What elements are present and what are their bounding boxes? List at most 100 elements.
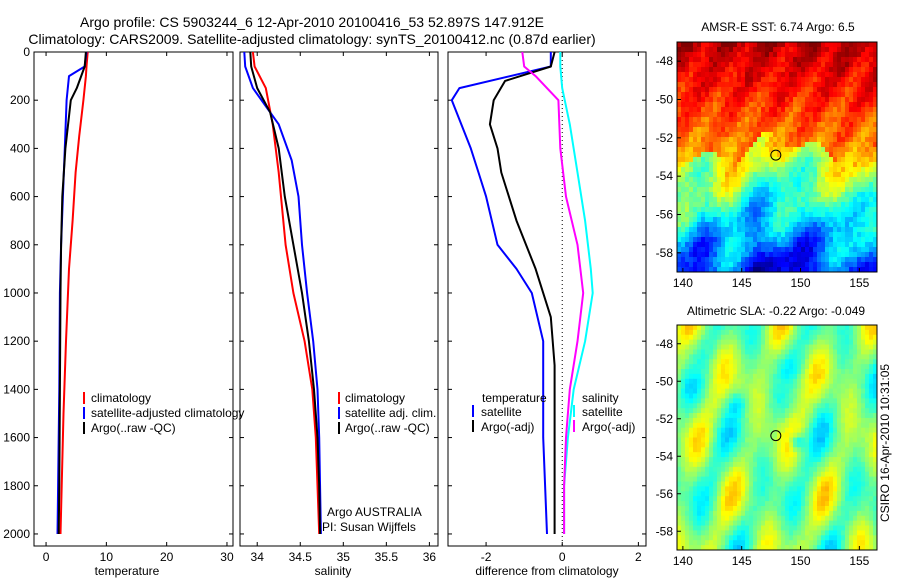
heatmap-cell	[773, 466, 778, 473]
heatmap-cell	[797, 212, 802, 218]
heatmap-cell	[809, 167, 814, 173]
heatmap-cell	[713, 187, 718, 193]
heatmap-cell	[709, 476, 714, 482]
heatmap-cell	[681, 57, 686, 63]
heatmap-cell	[709, 212, 714, 218]
heatmap-cell	[777, 501, 782, 507]
sst-map-ticks: 140 145 150 155-48-50-52-54-56-58	[656, 54, 870, 290]
heatmap-cell	[685, 62, 690, 68]
heatmap-cell	[725, 162, 730, 168]
heatmap-cell	[765, 388, 770, 394]
heatmap-cell	[753, 217, 758, 223]
heatmap-cell	[793, 87, 798, 93]
heatmap-cell	[861, 525, 866, 531]
heatmap-cell	[677, 325, 682, 331]
heatmap-cell	[745, 515, 750, 522]
heatmap-cell	[813, 447, 818, 453]
heatmap-cell	[757, 481, 762, 487]
heatmap-cell	[801, 471, 806, 478]
heatmap-cell	[761, 329, 766, 336]
heatmap-cell	[757, 157, 762, 163]
heatmap-cell	[693, 339, 698, 345]
heatmap-cell	[793, 112, 798, 118]
heatmap-cell	[777, 47, 782, 53]
heatmap-cell	[741, 107, 746, 113]
heatmap-cell	[849, 232, 854, 238]
temperature-xlabel: temperature	[95, 564, 160, 578]
heatmap-cell	[729, 403, 734, 409]
heatmap-cell	[817, 408, 822, 414]
heatmap-cell	[841, 339, 846, 345]
heatmap-cell	[845, 413, 850, 419]
heatmap-cell	[777, 107, 782, 113]
heatmap-cell	[765, 102, 770, 108]
heatmap-cell	[769, 142, 774, 148]
heatmap-cell	[857, 369, 862, 375]
heatmap-cell	[741, 132, 746, 138]
heatmap-cell	[769, 87, 774, 93]
heatmap-cell	[689, 77, 694, 83]
heatmap-cell	[693, 257, 698, 263]
heatmap-cell	[757, 427, 762, 434]
legend-label-sal-satellite: satellite	[582, 405, 623, 419]
heatmap-cell	[789, 147, 794, 153]
heatmap-cell	[845, 491, 850, 497]
heatmap-cell	[869, 192, 874, 198]
heatmap-cell	[789, 393, 794, 399]
heatmap-cell	[769, 329, 774, 336]
heatmap-cell	[769, 471, 774, 478]
heatmap-cell	[853, 227, 858, 233]
heatmap-cell	[853, 137, 858, 143]
heatmap-cell	[861, 427, 866, 434]
heatmap-cell	[717, 157, 722, 163]
heatmap-cell	[737, 42, 742, 48]
heatmap-cell	[853, 107, 858, 113]
heatmap-cell	[829, 147, 834, 153]
heatmap-cell	[757, 417, 762, 424]
heatmap-cell	[853, 112, 858, 118]
heatmap-cell	[777, 232, 782, 238]
heatmap-cell	[769, 476, 774, 482]
heatmap-cell	[813, 510, 818, 517]
y-tick-label: 2000	[3, 527, 30, 541]
heatmap-cell	[853, 197, 858, 203]
x-tick-label: 150	[791, 554, 811, 568]
heatmap-cell	[725, 167, 730, 173]
heatmap-cell	[793, 334, 798, 341]
heatmap-cell	[677, 447, 682, 453]
heatmap-cell	[841, 417, 846, 424]
heatmap-cell	[749, 167, 754, 173]
heatmap-cell	[749, 354, 754, 360]
heatmap-cell	[709, 373, 714, 380]
heatmap-cell	[801, 408, 806, 414]
heatmap-cell	[713, 373, 718, 380]
heatmap-cell	[709, 525, 714, 531]
heatmap-cell	[849, 182, 854, 188]
heatmap-cell	[797, 242, 802, 248]
heatmap-cell	[753, 257, 758, 263]
heatmap-cell	[821, 496, 826, 502]
heatmap-cell	[689, 102, 694, 108]
argo-location-marker	[770, 149, 782, 161]
difference-legend: temperature satellite Argo(-adj) salinit…	[472, 391, 635, 434]
heatmap-cell	[797, 167, 802, 173]
heatmap-cell	[693, 162, 698, 168]
heatmap-cell	[805, 447, 810, 453]
heatmap-cell	[733, 388, 738, 394]
heatmap-cell	[821, 257, 826, 263]
heatmap-cell	[821, 437, 826, 443]
heatmap-cell	[789, 349, 794, 355]
heatmap-cell	[789, 217, 794, 223]
heatmap-cell	[677, 403, 682, 409]
heatmap-cell	[825, 329, 830, 336]
heatmap-cell	[801, 157, 806, 163]
heatmap-cell	[853, 417, 858, 424]
heatmap-cell	[681, 359, 686, 365]
heatmap-cell	[817, 52, 822, 58]
y-tick-label: -54	[656, 449, 674, 463]
heatmap-cell	[849, 339, 854, 345]
heatmap-cell	[873, 359, 878, 365]
heatmap-cell	[845, 447, 850, 453]
heatmap-cell	[745, 187, 750, 193]
heatmap-cell	[789, 432, 794, 438]
